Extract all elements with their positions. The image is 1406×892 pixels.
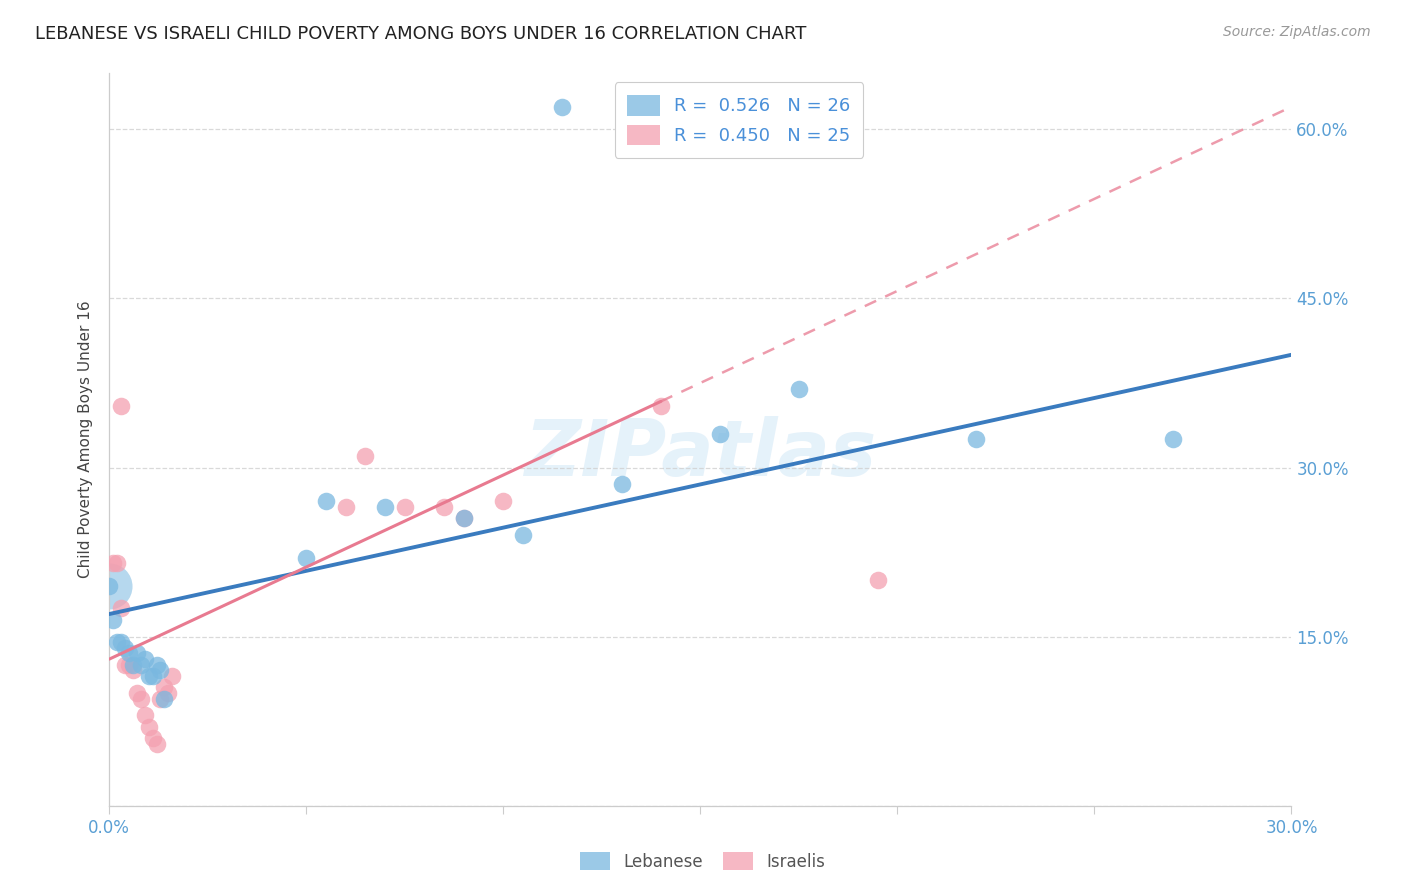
Point — [125, 647, 148, 661]
Point — [610, 477, 633, 491]
Point — [315, 494, 337, 508]
Point — [157, 686, 180, 700]
Text: LEBANESE VS ISRAELI CHILD POVERTY AMONG BOYS UNDER 16 CORRELATION CHART: LEBANESE VS ISRAELI CHILD POVERTY AMONG … — [35, 25, 807, 43]
Point — [551, 100, 574, 114]
Legend: R =  0.526   N = 26, R =  0.450   N = 25: R = 0.526 N = 26, R = 0.450 N = 25 — [614, 82, 863, 158]
Point — [787, 382, 810, 396]
Point — [110, 635, 132, 649]
Point — [98, 579, 121, 593]
Point — [142, 669, 165, 683]
Point — [134, 708, 156, 723]
Point — [162, 669, 184, 683]
Point — [453, 511, 475, 525]
Point — [134, 652, 156, 666]
Point — [965, 433, 987, 447]
Point — [122, 664, 145, 678]
Point — [709, 426, 731, 441]
Point — [98, 579, 121, 593]
Point — [650, 399, 672, 413]
Point — [118, 647, 141, 661]
Point — [153, 681, 176, 695]
Point — [129, 657, 152, 672]
Point — [512, 528, 534, 542]
Point — [118, 657, 141, 672]
Point — [149, 691, 172, 706]
Y-axis label: Child Poverty Among Boys Under 16: Child Poverty Among Boys Under 16 — [79, 301, 93, 578]
Point — [149, 664, 172, 678]
Point — [145, 737, 167, 751]
Point — [354, 449, 377, 463]
Point — [105, 635, 128, 649]
Point — [101, 613, 124, 627]
Text: Source: ZipAtlas.com: Source: ZipAtlas.com — [1223, 25, 1371, 39]
Point — [138, 669, 160, 683]
Point — [125, 686, 148, 700]
Point — [114, 640, 136, 655]
Point — [433, 500, 456, 514]
Legend: Lebanese, Israelis: Lebanese, Israelis — [572, 844, 834, 880]
Point — [101, 557, 124, 571]
Point — [114, 657, 136, 672]
Point — [374, 500, 396, 514]
Point — [335, 500, 357, 514]
Point — [110, 601, 132, 615]
Point — [1161, 433, 1184, 447]
Point — [295, 550, 318, 565]
Point — [138, 720, 160, 734]
Point — [142, 731, 165, 745]
Point — [394, 500, 416, 514]
Point — [453, 511, 475, 525]
Point — [492, 494, 515, 508]
Point — [129, 691, 152, 706]
Point — [122, 657, 145, 672]
Point — [866, 573, 889, 587]
Point — [105, 557, 128, 571]
Point — [110, 399, 132, 413]
Point — [145, 657, 167, 672]
Point — [153, 691, 176, 706]
Text: ZIPatlas: ZIPatlas — [524, 416, 876, 492]
